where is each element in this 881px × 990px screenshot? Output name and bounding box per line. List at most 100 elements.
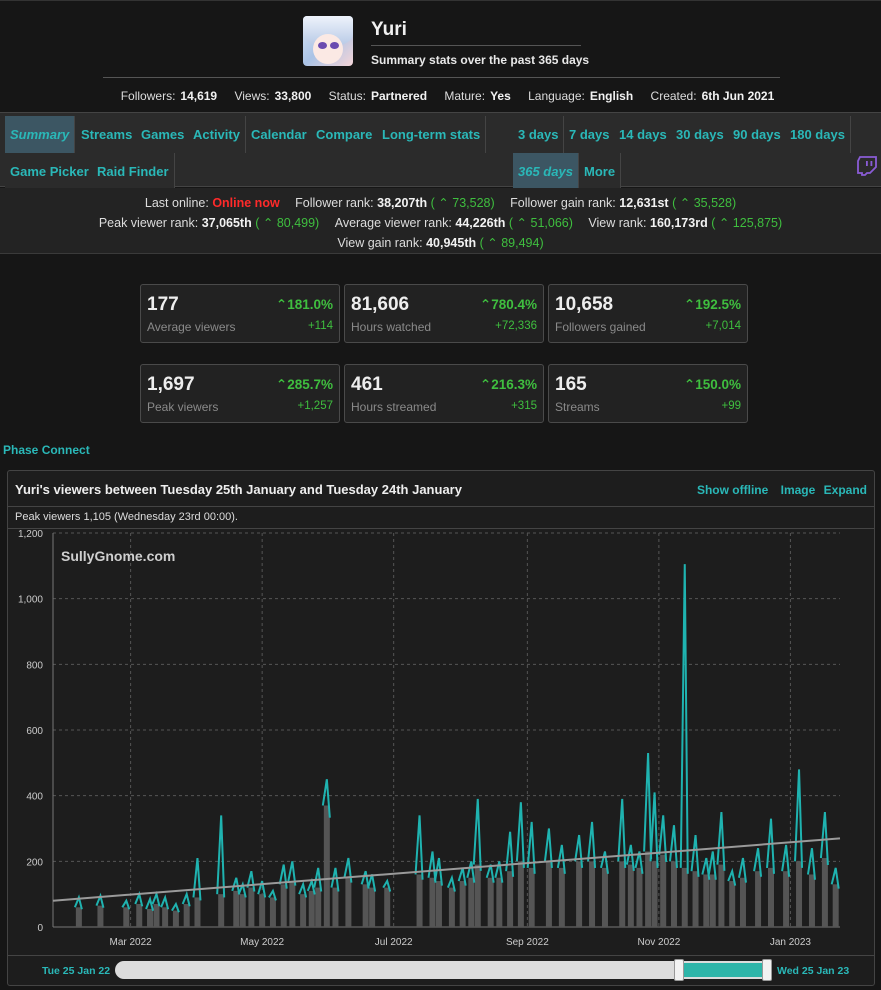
peak-line [766,818,776,874]
stat-delta: +7,014 [705,320,742,332]
range-track[interactable] [115,961,771,979]
avg-bar [345,877,352,927]
stat-label: Hours watched [351,320,432,334]
channel-avatar[interactable] [303,16,353,66]
y-tick-label: 200 [26,857,43,868]
range-handle-left[interactable] [674,959,684,981]
peak-line [543,828,553,868]
peak-viewers-note: Peak viewers 1,105 (Wednesday 23rd 00:00… [15,511,238,523]
tab-activity[interactable]: Activity [188,116,246,153]
avg-bar [136,904,143,927]
peak-line [268,888,277,901]
divider [8,506,874,507]
show-offline-link[interactable]: Show offline [696,483,769,497]
stat-card-peak-viewers: 1,697 Peak viewers ⌃285.7% +1,257 [140,364,340,423]
watermark: SullyGnome.com [61,548,175,564]
team-link[interactable]: Phase Connect [3,443,90,457]
tab-calendar[interactable]: Calendar [246,116,313,153]
stat-percent-change: ⌃181.0% [276,297,333,313]
viewer-chart[interactable]: 0 200 400 600 800 1,000 1,200 Mar 2022 May 2022 J… [8,471,874,955]
peak-line [446,874,456,892]
trend-line [52,837,841,902]
avg-bar [832,884,839,927]
stat-percent-change: ⌃216.3% [480,377,537,393]
avg-bar [821,858,828,927]
avg-bar [259,894,266,927]
stat-card-followers-gained: 10,658 Followers gained ⌃192.5% +7,014 [548,284,748,343]
change-value: 51,066 [530,216,569,230]
tab-streams[interactable]: Streams [76,116,139,153]
avg-bar [681,867,688,927]
stat-percent: 285.7% [287,377,333,392]
stat-delta: +1,257 [297,400,334,412]
avg-bar [651,861,658,927]
tab-summary[interactable]: Summary [5,116,76,153]
avg-bar [692,871,699,927]
avg-bar [729,881,736,927]
stat-delta: +99 [721,400,741,412]
avg-bar [496,877,503,927]
tab-raid-finder[interactable]: Raid Finder [92,153,175,190]
stat-card-hours-watched: 81,606 Hours watched ⌃780.4% +72,336 [344,284,544,343]
range-handle-right[interactable] [762,959,772,981]
period-30-days[interactable]: 30 days [671,116,730,153]
peak-line [145,895,154,911]
change-value: 80,499 [276,216,316,230]
avg-bar [269,897,276,927]
avg-bar [627,864,634,927]
stat-label: Followers gained [555,320,646,334]
tab-games[interactable]: Games [136,116,191,153]
peak-line [737,857,747,883]
avg-bar [162,907,169,927]
y-tick-label: 1,200 [18,529,43,540]
change-value: 35,528 [693,196,732,210]
meta-followers-value: 14,619 [180,89,218,103]
view-gain-rank-value: 40,945th [426,236,477,250]
meta-language-value: English [589,89,634,103]
period-90-days[interactable]: 90 days [728,116,787,153]
period-3-days[interactable]: 3 days [513,116,565,153]
meta-mature-value: Yes [490,89,511,103]
channel-meta: Followers: 14,619 Views: 33,800 Status: Par… [0,89,881,103]
avg-bar [429,877,436,927]
peak-line [649,792,659,868]
avg-bar [308,890,315,927]
follower-gain-rank-value: 12,631st [619,196,669,210]
peak-line [181,890,191,907]
peak-line [382,878,392,892]
avg-bar [619,861,626,927]
rank-line-1: Last online: Online now Follower rank: 3… [0,195,881,210]
period-180-days[interactable]: 180 days [785,116,851,153]
up-arrow-icon: ⌃ [262,216,274,230]
stat-percent-change: ⌃192.5% [684,297,741,313]
period-7-days[interactable]: 7 days [564,116,616,153]
twitch-icon[interactable] [857,156,877,176]
avg-bar [97,905,104,927]
peak-line [494,861,504,883]
tab-game-picker[interactable]: Game Picker [5,153,95,190]
avg-bar [239,894,246,927]
x-tick-label: May 2022 [240,937,284,948]
stat-card-average-viewers: 177 Average viewers ⌃181.0% +114 [140,284,340,343]
period-365-days[interactable]: 365 days [513,153,579,190]
range-end-label: Wed 25 Jan 23 [777,965,850,977]
stat-value: 10,658 [555,294,614,315]
avg-bar [670,861,677,927]
peak-line [95,892,105,909]
y-tick-label: 0 [37,923,43,934]
channel-header: Yuri Summary stats over the past 365 day… [0,0,881,112]
expand-link[interactable]: Expand [823,483,867,497]
range-selection[interactable] [680,963,768,977]
image-link[interactable]: Image [780,483,816,497]
meta-created-label: Created: [650,89,697,103]
tab-long-term-stats[interactable]: Long-term stats [377,116,487,153]
period-14-days[interactable]: 14 days [614,116,673,153]
avg-bar [332,887,339,927]
x-tick-label: Mar 2022 [109,937,152,948]
peak-line [634,851,644,874]
peak-line [466,861,476,883]
tab-compare[interactable]: Compare [311,116,379,153]
period-more[interactable]: More [579,153,622,190]
avg-bar [768,867,775,927]
viewer-chart-panel: Yuri's viewers between Tuesday 25th Janu… [7,470,875,986]
